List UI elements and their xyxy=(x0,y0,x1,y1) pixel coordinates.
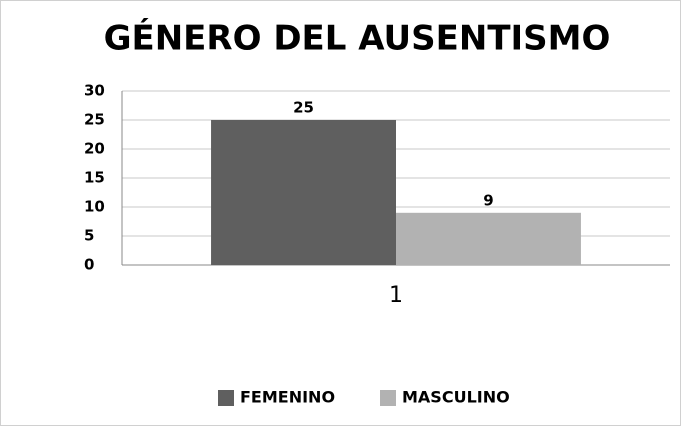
x-tick-label: 1 xyxy=(389,283,403,308)
y-tick-label: 20 xyxy=(84,140,105,158)
y-tick-label: 15 xyxy=(84,169,105,187)
chart-title: GÉNERO DEL AUSENTISMO xyxy=(104,18,611,59)
y-tick-label: 5 xyxy=(84,227,94,245)
y-tick-label: 30 xyxy=(84,82,105,100)
data-label: 25 xyxy=(293,99,314,117)
data-label: 9 xyxy=(483,191,493,209)
y-tick-label: 0 xyxy=(84,256,94,274)
bar xyxy=(396,212,581,265)
y-tick-label: 10 xyxy=(84,198,105,216)
bar xyxy=(211,120,396,265)
legend-label: MASCULINO xyxy=(402,388,510,407)
legend-swatch xyxy=(380,390,396,406)
y-tick-label: 25 xyxy=(84,111,105,129)
legend-swatch xyxy=(218,390,234,406)
legend-label: FEMENINO xyxy=(240,388,335,407)
